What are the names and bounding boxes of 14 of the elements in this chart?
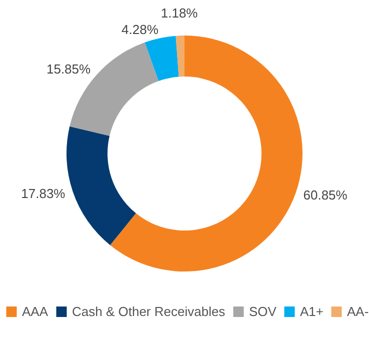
data-label: 1.18%	[160, 6, 198, 21]
donut-slice	[176, 36, 184, 77]
data-label: 4.28%	[122, 22, 159, 38]
legend-label: Cash & Other Receivables	[72, 304, 226, 319]
data-label: 17.83%	[21, 186, 66, 202]
data-label: 60.85%	[303, 188, 348, 203]
legend-label: A1+	[300, 304, 324, 319]
legend-label: AAA	[22, 304, 48, 319]
donut-slice	[110, 36, 302, 272]
legend-label: SOV	[249, 304, 277, 319]
legend-label: AA-	[347, 304, 369, 319]
donut-slice	[144, 36, 179, 81]
donut-slice	[66, 126, 136, 246]
data-label: 15.85%	[46, 62, 92, 76]
